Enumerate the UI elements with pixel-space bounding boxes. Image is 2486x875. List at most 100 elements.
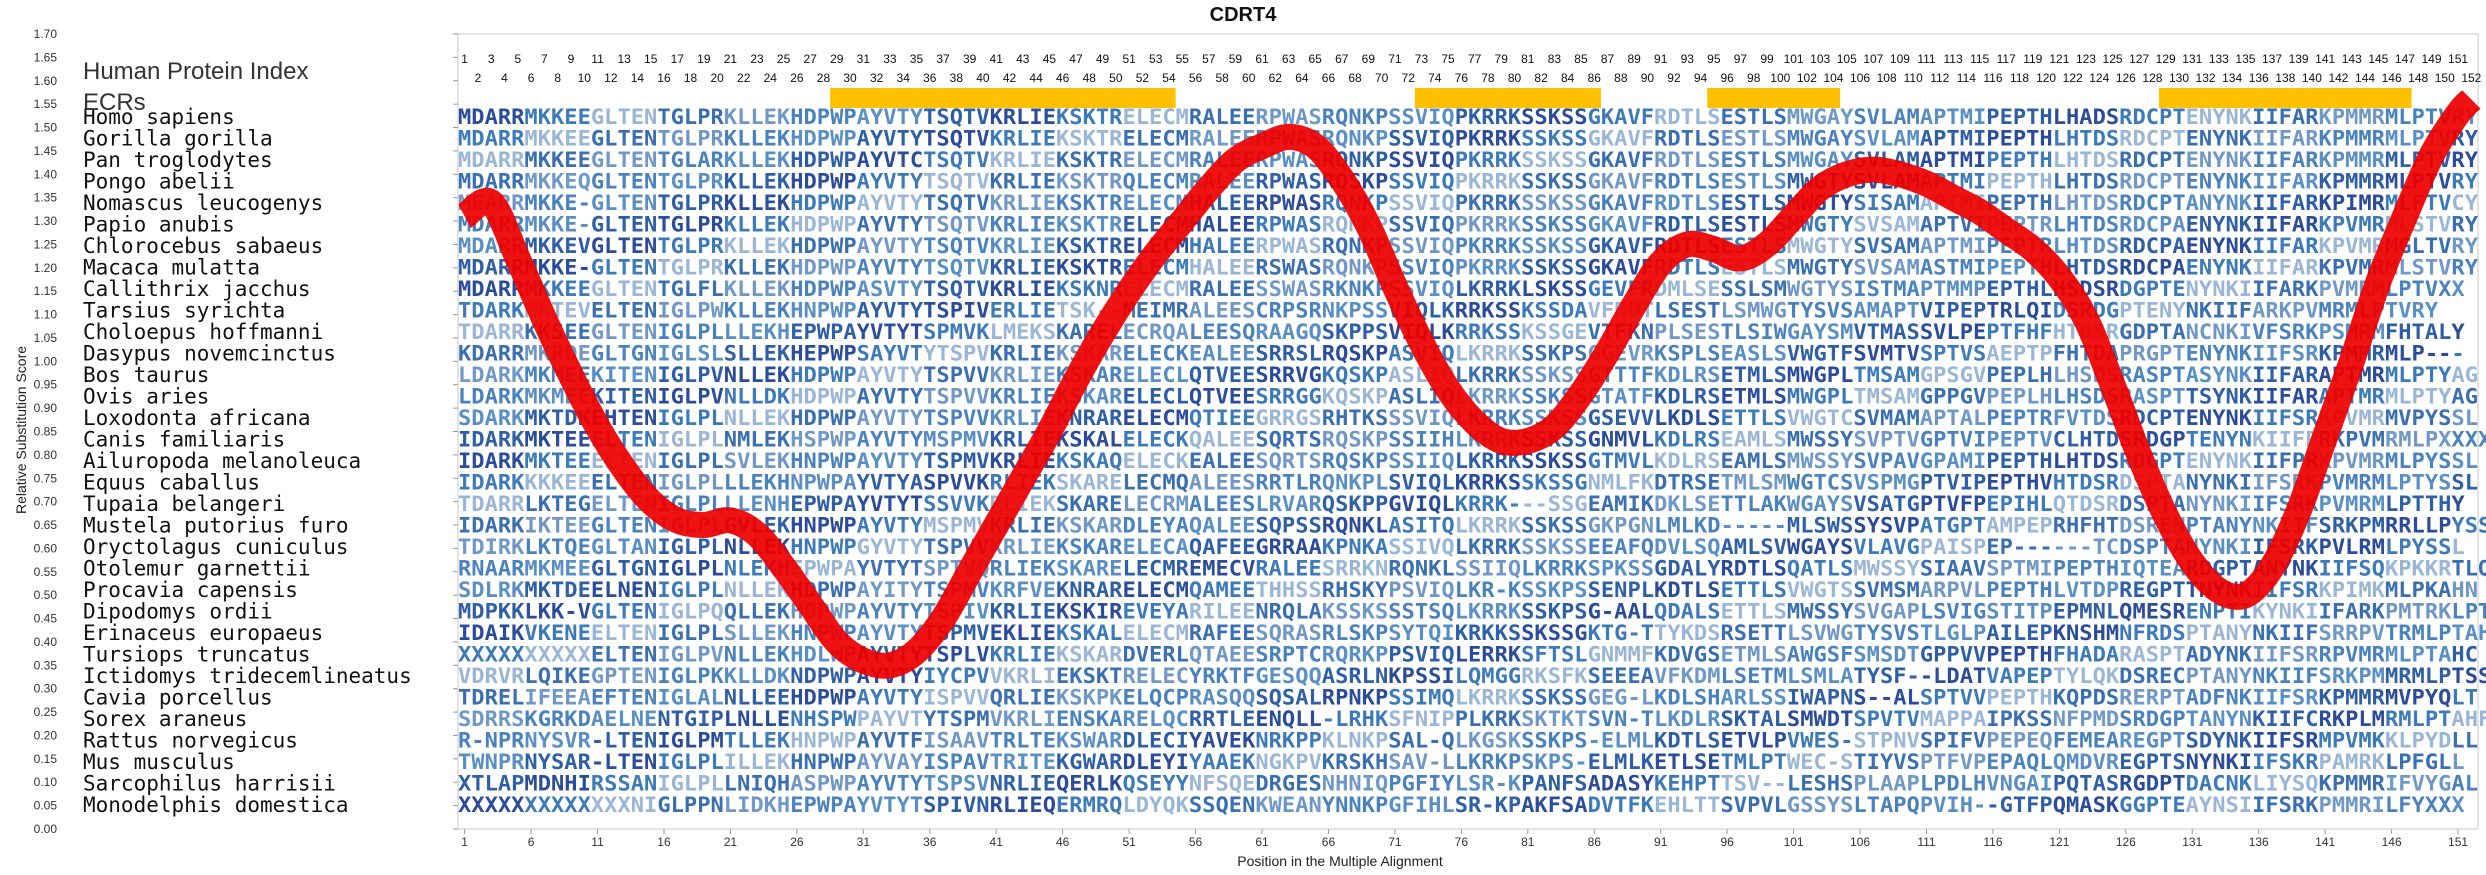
position-index-bottom: 68	[1348, 71, 1362, 85]
position-index-top: 73	[1415, 52, 1429, 66]
position-index-bottom: 90	[1641, 71, 1655, 85]
sequence-row: MDARRMKKEQGLTENTGLPRKLLEKHDPWPAYVTYTSQTV…	[458, 170, 2478, 194]
position-index-top: 41	[990, 52, 1004, 66]
position-index-bottom: 82	[1534, 71, 1548, 85]
position-index-bottom: 94	[1694, 71, 1708, 85]
y-tick-label: 0.95	[34, 378, 58, 392]
sequence-row: IDARKIKTEEGLTENIGLPLGVLEKHNPWPAYVTYMSPMV…	[458, 514, 2486, 538]
position-index-top: 81	[1521, 52, 1535, 66]
x-tick-label: 11	[591, 835, 604, 849]
alignment-sequences: MDARRMKKEEGLTENTGLPRKLLEKHDPWPAYVTYTSQTV…	[458, 105, 2486, 817]
position-index-top: 143	[2342, 52, 2362, 66]
position-index-top: 45	[1043, 52, 1057, 66]
sequence-row: R-NPRNYSVR-LTENIGLPMTLLEKHNPWPAYVTFISAAV…	[458, 729, 2478, 753]
y-axis-label: Relative Substitution Score	[13, 346, 29, 514]
position-index-top: 51	[1122, 52, 1136, 66]
y-tick-label: 0.80	[34, 448, 58, 462]
position-index-top: 33	[883, 52, 897, 66]
position-index-bottom: 34	[897, 71, 911, 85]
position-index-top: 25	[777, 52, 791, 66]
sequence-row: MDARRMKKEEGLTENTGLARKLLEKHDPWPAYVTCTSQTV…	[458, 148, 2478, 172]
position-index-top: 9	[568, 52, 575, 66]
position-index-top: 59	[1229, 52, 1243, 66]
position-index-top: 71	[1388, 52, 1402, 66]
position-index-bottom: 12	[604, 71, 618, 85]
position-index-top: 103	[1810, 52, 1830, 66]
species-label: Dasypus novemcinctus	[83, 342, 336, 366]
substitution-score-line	[456, 89, 2481, 679]
position-index-bottom: 66	[1322, 71, 1336, 85]
position-index-top: 93	[1681, 52, 1695, 66]
species-label: Pan troglodytes	[83, 148, 273, 172]
y-tick-label: 1.70	[34, 27, 58, 41]
x-tick-label: 1	[461, 835, 468, 849]
position-index-top: 49	[1096, 52, 1110, 66]
species-label: Tupaia belangeri	[83, 492, 285, 516]
position-index-top: 83	[1548, 52, 1562, 66]
x-tick-label: 26	[790, 835, 804, 849]
position-index-bottom: 52	[1136, 71, 1150, 85]
position-index-bottom: 136	[2249, 71, 2269, 85]
position-index-bottom: 98	[1747, 71, 1761, 85]
x-tick-label: 101	[1784, 835, 1804, 849]
species-label: Ictidomys tridecemlineatus	[83, 664, 412, 688]
x-tick-label: 86	[1588, 835, 1602, 849]
position-index-top: 99	[1760, 52, 1774, 66]
y-tick-label: 1.05	[34, 331, 58, 345]
y-tick-label: 1.50	[34, 121, 58, 135]
species-label: Erinaceus europaeus	[83, 621, 323, 645]
species-label: Dipodomys ordii	[83, 600, 273, 624]
y-tick-label: 1.45	[34, 144, 58, 158]
position-index-bottom: 36	[923, 71, 937, 85]
species-label: Monodelphis domestica	[83, 793, 349, 817]
ecr-label: ECRs	[83, 89, 146, 116]
x-tick-label: 41	[990, 835, 1004, 849]
sequence-row: IDARKKKKEEELTENIGLPLLLEKHNPWPAYVTYASPVVK…	[458, 471, 2478, 495]
position-index-bottom: 60	[1242, 71, 1256, 85]
y-tick-label: 0.90	[34, 401, 58, 415]
y-tick-label: 0.55	[34, 565, 58, 579]
header-label: Human Protein Index	[83, 58, 308, 85]
ecr-bar	[2159, 88, 2412, 108]
position-index-bottom: 6	[528, 71, 535, 85]
sequence-row: XXXXXXXXXXELTENIGLPVNLLEKHDLWPAYVTYTSPLV…	[458, 643, 2478, 667]
position-index-top: 113	[1943, 52, 1962, 66]
y-tick-label: 0.15	[34, 752, 58, 766]
sequence-row: MEARRMKKE-GLTENTGLPRKLLEKHDPWPAYVTYTSQTV…	[458, 191, 2478, 215]
species-label: Tursiops truncatus	[83, 643, 311, 667]
x-tick-label: 56	[1189, 835, 1203, 849]
position-index-top: 133	[2209, 52, 2229, 66]
sequence-row: MDARRMKKE-GLTENTGLPRKLLEKHDPWPAYVTYTSQTV…	[458, 256, 2478, 280]
sequence-row: MDARRMKKEEGLTENTGLPRKLLEKHDPWPAYVTYTSQTV…	[458, 127, 2478, 151]
position-index-top: 109	[1890, 52, 1910, 66]
x-tick-label: 81	[1521, 835, 1535, 849]
x-tick-label: 96	[1720, 835, 1734, 849]
sequence-row: XTLAPMDNHIRSSANIGLPLLNIQHASPWPAYVTYTSPSV…	[458, 772, 2478, 796]
position-index-top: 107	[1863, 52, 1883, 66]
position-index-bottom: 54	[1162, 71, 1176, 85]
sequence-row: MDPKKLKK-VGLTENIGLPQQLLEKHDPWPAYVTYTSPIV…	[458, 600, 2486, 624]
y-tick-label: 1.15	[34, 284, 58, 298]
y-tick-label: 0.75	[34, 471, 58, 485]
position-index-bottom: 148	[2408, 71, 2428, 85]
x-tick-label: 61	[1255, 835, 1269, 849]
position-index-bottom: 106	[1850, 71, 1870, 85]
y-tick-label: 0.35	[34, 658, 58, 672]
y-tick-label: 0.30	[34, 682, 58, 696]
y-tick-label: 0.50	[34, 588, 58, 602]
position-index-bottom: 114	[1957, 71, 1976, 85]
species-label: Canis familiaris	[83, 428, 285, 452]
sequence-row: TDRELIFEEAEFTENIGLALNLLEEHDPWPAYVTYISPVV…	[458, 686, 2478, 710]
position-index-top: 19	[697, 52, 711, 66]
x-tick-label: 136	[2249, 835, 2269, 849]
y-tick-label: 1.30	[34, 214, 58, 228]
position-index-bottom: 146	[2382, 71, 2402, 85]
position-index-bottom: 20	[710, 71, 724, 85]
sequence-row: IDARKMKTEEELTENIGLPLNMLEKHSPWPAYVTYMSPMV…	[458, 428, 2486, 452]
x-tick-label: 71	[1388, 835, 1402, 849]
species-label: Ailuropoda melanoleuca	[83, 449, 361, 473]
y-tick-label: 0.85	[34, 425, 58, 439]
ecr-bar	[830, 88, 1176, 108]
position-index-top: 101	[1784, 52, 1804, 66]
position-index-bottom: 50	[1109, 71, 1123, 85]
